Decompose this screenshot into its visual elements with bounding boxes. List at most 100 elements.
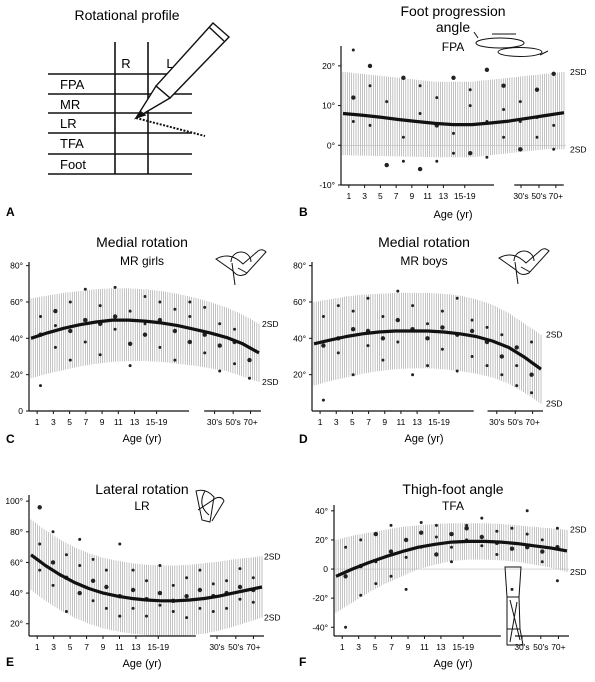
y-tick-label: 10°	[322, 101, 335, 111]
x-axis-label: Age (yr)	[433, 658, 472, 670]
data-point	[465, 523, 469, 527]
data-point	[495, 529, 499, 533]
sd-band	[342, 71, 565, 158]
data-point	[502, 135, 506, 139]
data-point	[485, 155, 489, 159]
x-tick-label: 7	[366, 417, 371, 427]
data-point	[158, 345, 162, 349]
x-tick-label: 70+	[243, 417, 257, 427]
data-point	[384, 162, 389, 168]
data-point	[381, 315, 385, 318]
data-point	[78, 537, 82, 541]
data-point	[202, 332, 207, 337]
x-tick-label: 50's	[531, 191, 546, 201]
x-tick-label: 5	[373, 642, 378, 652]
y-tick-label: 0	[323, 564, 328, 574]
sd-upper-label: 2SD	[570, 67, 587, 77]
data-point	[426, 322, 429, 326]
feet-progression-icon	[473, 31, 549, 57]
data-point	[185, 576, 189, 580]
data-point	[77, 590, 82, 596]
x-tick-label: 11	[114, 417, 123, 427]
data-point	[480, 544, 484, 548]
data-point	[321, 343, 326, 348]
table-row-tfa: TFA	[60, 136, 84, 151]
x-tick-label: 1	[318, 417, 323, 427]
data-point	[238, 567, 242, 571]
data-point	[534, 87, 540, 92]
data-point	[247, 357, 252, 363]
data-point	[198, 606, 202, 610]
x-axis-label: Age (yr)	[433, 209, 472, 221]
data-point	[336, 351, 340, 355]
data-point	[172, 328, 178, 334]
data-point	[515, 364, 519, 368]
chart-title: Medial rotation	[96, 234, 188, 250]
data-point	[158, 300, 162, 304]
data-point	[233, 327, 237, 331]
data-point	[344, 625, 348, 629]
chart-title: Lateral rotation	[95, 481, 188, 497]
data-point	[452, 131, 455, 135]
data-point	[552, 147, 556, 151]
x-tick-label: 50's	[533, 642, 548, 652]
data-point	[68, 358, 72, 362]
data-point	[404, 555, 408, 559]
hip-medial-rotation-icon	[498, 248, 550, 285]
data-point	[143, 295, 147, 298]
data-point	[500, 333, 504, 337]
chart-title: angle	[436, 19, 470, 35]
data-point	[143, 322, 147, 326]
x-tick-label: 11	[397, 417, 406, 427]
data-point	[173, 307, 177, 311]
data-point	[449, 531, 454, 537]
hip-lateral-rotation-icon	[195, 489, 225, 523]
x-tick-label: 70+	[549, 191, 563, 201]
data-point	[501, 83, 506, 88]
mean-curve	[313, 329, 542, 371]
data-point	[555, 526, 559, 530]
data-point	[529, 372, 534, 377]
data-point	[367, 63, 373, 69]
sd-lower-label: 2SD	[546, 399, 563, 409]
data-point	[535, 135, 539, 139]
table-row-lr: LR	[60, 116, 77, 131]
data-point	[470, 318, 474, 322]
data-point	[515, 384, 519, 388]
chart-subtitle: LR	[134, 499, 150, 513]
data-point	[419, 530, 424, 535]
x-tick-label: 13	[412, 417, 422, 427]
data-point	[374, 582, 378, 586]
data-point	[525, 532, 529, 536]
x-tick-label: 30's	[209, 642, 224, 652]
y-tick-label: 20°	[10, 619, 23, 629]
panel-label: B	[299, 205, 308, 219]
sd-upper-label: 2SD	[546, 330, 563, 340]
x-tick-label: 13	[130, 417, 140, 427]
data-point	[145, 579, 148, 583]
data-point	[480, 516, 484, 520]
data-point	[485, 364, 489, 368]
x-tick-label: 7	[84, 642, 89, 652]
data-point	[368, 123, 372, 127]
data-point	[218, 369, 222, 373]
panel-label: C	[6, 432, 15, 446]
x-tick-label: 50's	[225, 417, 240, 427]
data-point	[479, 534, 484, 540]
y-tick-label: 40°	[10, 588, 23, 598]
data-point	[380, 336, 386, 341]
x-tick-label: 7	[389, 642, 394, 652]
data-point	[388, 549, 394, 554]
data-point	[113, 285, 117, 289]
data-point	[104, 584, 109, 590]
data-point	[451, 75, 456, 81]
panel-label: E	[6, 655, 14, 669]
data-point	[51, 530, 55, 534]
data-point	[83, 287, 87, 291]
data-point	[351, 120, 355, 123]
y-tick-label: 20°	[322, 61, 335, 71]
sd-lower-label: 2SD	[264, 613, 281, 623]
x-tick-label: 1	[35, 642, 40, 652]
data-point	[351, 95, 356, 100]
data-point	[551, 71, 556, 77]
